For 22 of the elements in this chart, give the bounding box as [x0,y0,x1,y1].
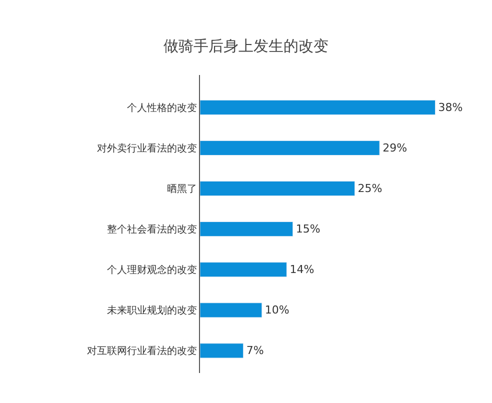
data-label: 10% [264,304,290,317]
data-label: 25% [358,182,382,196]
y-tick-label: 对互联网行业看法的改变 [87,345,197,358]
chart-title: 做骑手后身上发生的改变 [164,36,328,55]
y-tick-label: 未来职业规划的改变 [107,304,197,317]
bar [200,140,380,156]
y-tick-label: 整个社会看法的改变 [107,224,197,236]
data-label: 15% [296,222,320,236]
y-tick-label: 对外卖行业看法的改变 [97,142,197,154]
data-label: 38% [438,100,463,114]
bar [200,100,436,115]
bar [200,180,356,196]
data-label: 29% [382,141,408,154]
y-tick-label: 个人理财观念的改变 [107,264,197,276]
bar [200,343,244,358]
bar [200,222,294,237]
bar [200,262,287,278]
data-label: 14% [290,263,314,276]
y-tick-label: 晒黑了 [167,184,197,196]
y-tick-label: 个人性格的改变 [127,102,197,114]
bar [200,302,262,318]
data-label: 7% [246,344,264,358]
